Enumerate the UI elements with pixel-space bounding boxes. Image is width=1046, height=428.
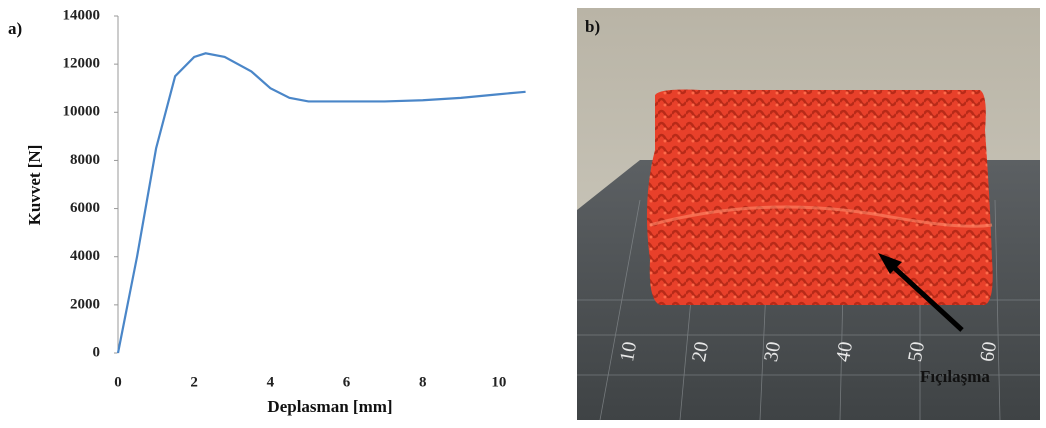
plot-area: 0 2000 4000 6000 8000 10000 12000 14000 0 2 4 6 8 10 D… [25,7,526,416]
y-axis-label: Kuvvet [N] [25,145,44,226]
lattice-specimen [646,89,993,305]
arrow [886,260,964,332]
y-tick-label: 8000 [70,152,100,168]
x-tick-label: 2 [190,374,198,390]
ruler-label: 40 [832,340,857,364]
x-tick-label: 4 [267,374,275,390]
ruler-label: 60 [976,340,1001,364]
y-tick-label: 0 [93,344,101,360]
y-tick-label: 6000 [70,200,100,216]
ruler-label: 30 [760,340,785,364]
ruler-labels: 10 20 30 40 50 60 [616,340,1001,364]
x-tick-label: 0 [114,374,122,390]
ruler-label: 50 [904,340,929,364]
x-axis-label: Deplasman [mm] [267,397,392,416]
y-tick-label: 12000 [63,56,101,72]
x-tick-label: 8 [419,374,427,390]
ruler-label: 10 [616,340,641,364]
bulge [649,205,993,228]
y-tick-label: 10000 [63,104,101,120]
y-tick-label: 14000 [63,7,101,23]
x-tick-label: 10 [491,374,506,390]
x-tick-label: 6 [343,374,351,390]
annotation: Fıçılaşma [920,367,990,386]
arrow-head [878,253,902,274]
y-tick-label: 2000 [70,296,100,312]
ruler-label: 20 [688,340,713,364]
panel-label: b) [585,17,600,36]
panel-label: a) [8,19,22,38]
data-line [116,52,526,354]
photo: b) Fıçılaşma 10 20 30 40 50 60 [577,8,1040,421]
y-tick-label: 4000 [70,248,100,264]
